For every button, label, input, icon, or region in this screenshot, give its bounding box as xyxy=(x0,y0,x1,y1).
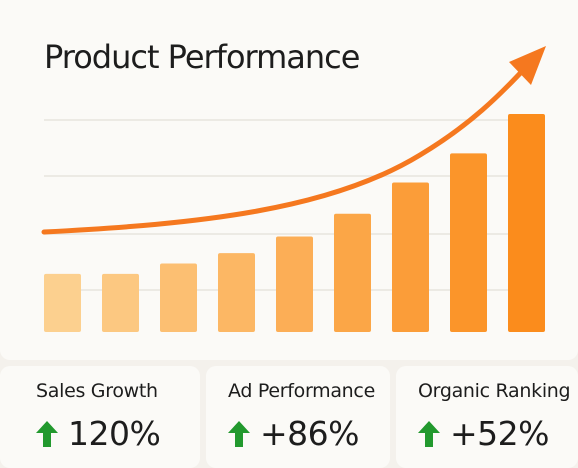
bar-chart xyxy=(41,46,546,332)
stat-ad-performance: Ad Performance +86% xyxy=(206,366,390,468)
trend-line xyxy=(41,46,546,235)
trend-curve xyxy=(41,63,530,235)
bar xyxy=(44,273,81,332)
stat-value: 120% xyxy=(68,414,161,453)
stat-label: Ad Performance xyxy=(228,380,375,402)
bar xyxy=(160,263,197,332)
stat-value: +52% xyxy=(450,414,550,453)
arrow-up-icon xyxy=(228,420,250,447)
bar xyxy=(334,213,371,332)
bars xyxy=(44,114,545,332)
stat-label: Organic Ranking xyxy=(418,380,571,402)
bar xyxy=(218,253,255,332)
bar xyxy=(102,273,139,332)
bar xyxy=(450,153,487,332)
bar xyxy=(392,182,429,332)
stats-row: Sales Growth 120% Ad Performance +86% Or… xyxy=(0,366,578,468)
trend-arrowhead-icon xyxy=(509,46,546,85)
arrow-up-icon xyxy=(418,420,440,447)
arrow-up-icon xyxy=(36,420,58,447)
stat-organic-ranking: Organic Ranking +52% xyxy=(396,366,578,468)
stat-label: Sales Growth xyxy=(36,380,158,402)
bar xyxy=(508,114,545,332)
bar xyxy=(276,236,313,332)
stat-value: +86% xyxy=(260,414,360,453)
chart-title: Product Performance xyxy=(44,38,360,76)
stat-sales-growth: Sales Growth 120% xyxy=(0,366,200,468)
